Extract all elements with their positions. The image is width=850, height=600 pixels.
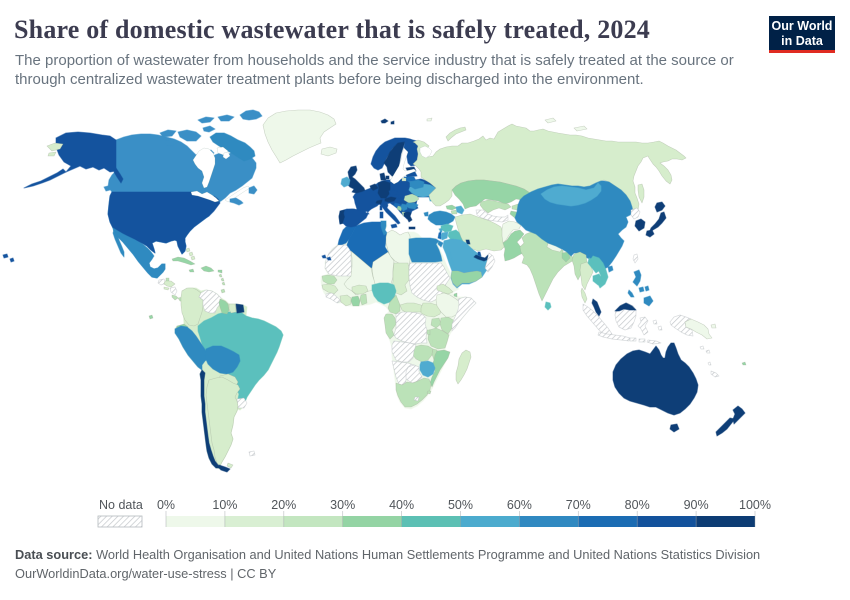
- svg-text:50%: 50%: [448, 498, 473, 512]
- svg-text:10%: 10%: [212, 498, 237, 512]
- svg-text:70%: 70%: [566, 498, 591, 512]
- svg-text:100%: 100%: [739, 498, 771, 512]
- svg-text:0%: 0%: [157, 498, 175, 512]
- svg-text:90%: 90%: [684, 498, 709, 512]
- svg-text:40%: 40%: [389, 498, 414, 512]
- svg-text:60%: 60%: [507, 498, 532, 512]
- svg-text:No data: No data: [99, 498, 143, 512]
- svg-text:20%: 20%: [271, 498, 296, 512]
- svg-text:80%: 80%: [625, 498, 650, 512]
- svg-text:30%: 30%: [330, 498, 355, 512]
